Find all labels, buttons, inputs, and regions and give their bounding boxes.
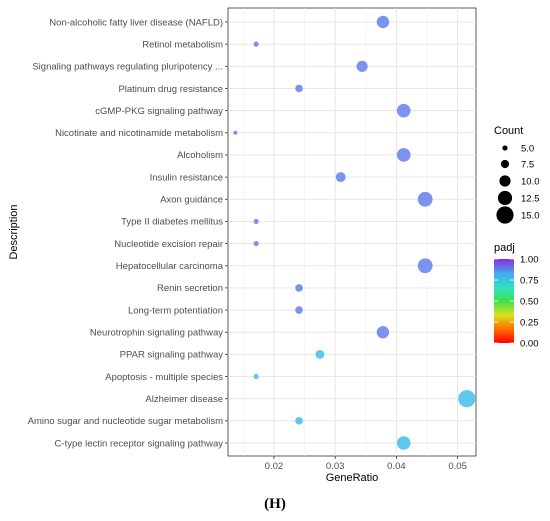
y-tick-label: Nicotinate and nicotinamide metabolism	[55, 128, 223, 139]
x-tick-label: 0.05	[448, 461, 467, 472]
color-legend-label: 0.25	[520, 317, 539, 328]
y-tick-label: PPAR signaling pathway	[120, 350, 224, 361]
data-point	[295, 306, 303, 314]
data-point	[356, 60, 368, 72]
y-tick-label: Insulin resistance	[150, 172, 223, 183]
y-tick-label: Axon guidance	[160, 195, 223, 206]
size-legend-label: 15.0	[521, 210, 540, 221]
size-legend-dot	[497, 190, 513, 206]
size-legend-label: 5.0	[521, 143, 534, 154]
data-point	[253, 41, 259, 47]
data-point	[335, 172, 346, 183]
x-axis-ticks: 0.02 0.03 0.04 0.05	[265, 456, 467, 472]
color-legend: padj 0.00 0.25 0.50 0.75 1.00	[494, 242, 539, 349]
data-point	[396, 436, 411, 450]
size-legend: Count 5.0 7.5 10.0 12.5 15.0	[494, 125, 540, 224]
y-tick-label: Apoptosis - multiple species	[105, 372, 223, 383]
data-point	[396, 103, 411, 118]
y-tick-label: cGMP-PKG signaling pathway	[95, 106, 223, 117]
size-legend-label: 10.0	[521, 176, 540, 187]
color-legend-label: 0.00	[520, 338, 539, 349]
y-axis-ticks: Non-alcoholic fatty liver disease (NAFLD…	[28, 17, 228, 449]
y-tick-label: Renin secretion	[157, 283, 223, 294]
data-points	[233, 15, 476, 450]
size-legend-label: 12.5	[521, 193, 540, 204]
size-legend-title: Count	[494, 125, 523, 137]
y-tick-label: Nucleotide excision repair	[114, 239, 223, 250]
y-tick-label: Neurotrophin signaling pathway	[90, 328, 223, 339]
y-tick-label: C-type lectin receptor signaling pathway	[55, 438, 224, 449]
y-tick-label: Alcoholism	[177, 150, 223, 161]
data-point	[376, 15, 390, 29]
data-point	[253, 373, 259, 380]
color-legend-label: 1.00	[520, 254, 539, 265]
color-legend-bar	[494, 259, 514, 343]
data-point	[233, 130, 238, 135]
y-tick-label: Hepatocellular carcinoma	[116, 261, 224, 272]
y-tick-label: Non-alcoholic fatty liver disease (NAFLD…	[49, 17, 223, 28]
y-tick-label: Long-term potentiation	[128, 305, 223, 316]
data-point	[253, 240, 259, 247]
data-point	[396, 148, 411, 162]
data-point	[295, 417, 303, 425]
data-point	[315, 349, 325, 359]
x-axis-title: GeneRatio	[326, 472, 379, 484]
y-axis-title: Description	[8, 204, 20, 259]
y-tick-label: Platinum drug resistance	[118, 84, 223, 95]
x-tick-label: 0.02	[265, 461, 284, 472]
x-tick-label: 0.03	[326, 461, 345, 472]
data-point	[253, 218, 259, 225]
size-legend-dot	[502, 145, 508, 151]
color-legend-title: padj	[494, 242, 515, 254]
grid-lines	[228, 8, 476, 456]
data-point	[376, 326, 390, 339]
data-point	[417, 191, 433, 207]
data-point	[295, 284, 303, 292]
data-point	[295, 84, 303, 93]
plot-panel	[227, 7, 477, 457]
x-tick-label: 0.04	[387, 461, 406, 472]
size-legend-label: 7.5	[521, 159, 534, 170]
color-legend-label: 0.50	[520, 296, 539, 307]
y-tick-label: Alzheimer disease	[145, 394, 223, 405]
y-tick-label: Amino sugar and nucleotide sugar metabol…	[28, 416, 223, 427]
y-tick-label: Signaling pathways regulating pluripoten…	[32, 62, 223, 73]
data-point	[458, 390, 476, 408]
data-point	[417, 258, 433, 274]
y-tick-label: Type II diabetes mellitus	[121, 217, 223, 228]
size-legend-dot	[500, 159, 510, 169]
color-legend-label: 0.75	[520, 275, 539, 286]
size-legend-dot	[499, 175, 511, 187]
size-legend-dot	[496, 206, 514, 224]
panel-label: (H)	[264, 496, 286, 512]
y-tick-label: Retinol metabolism	[142, 39, 223, 50]
